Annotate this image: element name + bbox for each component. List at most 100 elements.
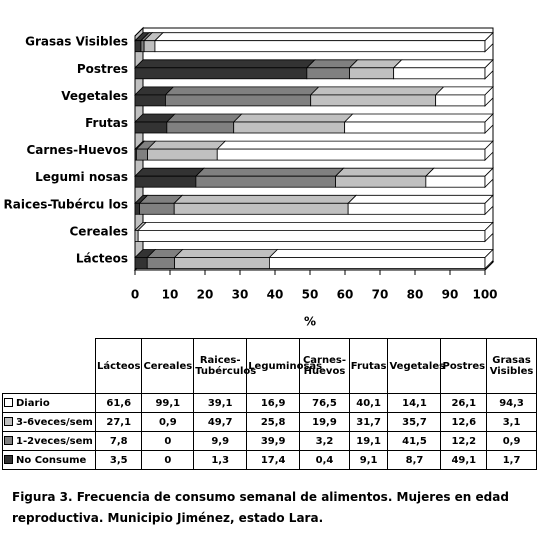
bar xyxy=(134,175,197,188)
bar xyxy=(310,94,437,107)
table-cell: 12,6 xyxy=(440,412,488,432)
bar xyxy=(425,175,486,188)
bar-end xyxy=(484,167,494,189)
bar xyxy=(143,40,156,53)
bar-top xyxy=(134,59,316,69)
table-cell: 19,1 xyxy=(348,431,389,451)
table-cell: Vegetales xyxy=(387,338,445,394)
bar xyxy=(137,229,486,242)
legend-key xyxy=(4,436,13,445)
table-cell: 0,9 xyxy=(486,431,537,451)
table-cell: 17,4 xyxy=(246,450,301,470)
table-cell: 99,1 xyxy=(141,393,195,413)
table-row: 3-6veces/sem 27,1 0,9 49,7 25,8 19,9 31,7 35,7 1… xyxy=(2,412,537,432)
bar xyxy=(268,257,486,269)
table-cell: 9,9 xyxy=(193,431,248,451)
bar xyxy=(435,94,486,107)
bar xyxy=(134,94,166,107)
bar-top xyxy=(334,167,435,177)
table-cell: 40,1 xyxy=(348,393,389,413)
table-cell: Grasas Visibles xyxy=(486,338,537,394)
bar xyxy=(335,175,427,188)
table-cell: 49,7 xyxy=(193,412,248,432)
bar-top xyxy=(134,167,205,177)
legend-label: Diario xyxy=(16,397,50,409)
x-tick-label: 40 xyxy=(267,288,284,302)
bar-top xyxy=(268,249,494,258)
y-tick-label: Postres xyxy=(77,62,128,76)
table-cell: 3-6veces/sem xyxy=(2,412,96,432)
bar xyxy=(154,40,486,53)
bar xyxy=(216,148,486,161)
x-tick-label: 30 xyxy=(232,288,249,302)
table-cell: 1-2veces/sem xyxy=(2,431,96,451)
bar xyxy=(344,121,486,134)
x-tick-label: 0 xyxy=(131,288,139,302)
bar-top xyxy=(137,221,494,231)
table-cell: 12,2 xyxy=(440,431,488,451)
bar xyxy=(306,67,350,80)
table-cell: 14,1 xyxy=(387,393,442,413)
bar-top xyxy=(216,140,494,150)
table-cell: Carnes-Huevos xyxy=(299,338,350,394)
bar xyxy=(233,121,346,134)
bar xyxy=(195,175,336,188)
y-tick-label: Carnes-Huevos xyxy=(26,143,128,157)
bar xyxy=(349,67,395,80)
table-cell: 16,9 xyxy=(246,393,301,413)
bar-top xyxy=(347,194,494,204)
table-cell: 39,9 xyxy=(246,431,301,451)
bar-top xyxy=(153,32,494,42)
y-tick-label: Legumi nosas xyxy=(35,170,128,184)
table-cell: 35,7 xyxy=(387,412,442,432)
x-tick-label: 70 xyxy=(372,288,389,302)
y-tick-label: Lácteos xyxy=(76,252,128,266)
bar xyxy=(134,257,148,269)
legend-key xyxy=(4,398,13,407)
table-cell: 0,9 xyxy=(141,412,195,432)
bar xyxy=(166,121,235,134)
bar xyxy=(134,229,139,242)
bar xyxy=(134,67,308,80)
bar-top xyxy=(348,59,403,69)
table-cell: 61,6 xyxy=(94,393,143,413)
x-tick-label: 20 xyxy=(197,288,214,302)
bar-top xyxy=(194,167,345,177)
table-cell: 3,2 xyxy=(299,431,350,451)
bar-top xyxy=(146,140,227,150)
x-axis-label: % xyxy=(304,315,316,329)
legend-label: No Consume xyxy=(16,454,87,466)
bar xyxy=(147,148,218,161)
bar xyxy=(134,202,140,215)
bar xyxy=(139,202,175,215)
bar-end xyxy=(484,248,494,270)
x-tick-label: 100 xyxy=(472,288,497,302)
y-tick-label: Cereales xyxy=(70,224,129,238)
table-cell: 9,1 xyxy=(348,450,389,470)
legend-key xyxy=(4,417,13,426)
table-cell xyxy=(2,338,96,394)
bar-end xyxy=(484,140,494,162)
table-row: Diario 61,6 99,1 39,1 16,9 76,5 40,1 14,1 26,1 94… xyxy=(2,393,537,413)
table-cell: No Consume xyxy=(2,450,96,470)
table-cell: Frutas xyxy=(348,338,389,394)
bar-top xyxy=(232,113,354,123)
bar-top xyxy=(305,59,359,69)
table-cell: 19,9 xyxy=(299,412,350,432)
bar xyxy=(134,121,168,134)
table-cell: 49,1 xyxy=(440,450,488,470)
x-tick-label: 60 xyxy=(337,288,354,302)
table-cell: 3,1 xyxy=(486,412,537,432)
table-header: Lácteos Cereales Raices-Tubérculos Legumino… xyxy=(2,338,537,394)
table-cell: 0 xyxy=(141,450,195,470)
bar-end xyxy=(484,194,494,216)
x-tick-label: 10 xyxy=(162,288,179,302)
y-tick-label: Frutas xyxy=(85,116,128,130)
y-tick-label: Grasas Visibles xyxy=(25,35,128,49)
x-tick-label: 80 xyxy=(407,288,424,302)
table-cell: 1,3 xyxy=(193,450,248,470)
table-cell: 26,1 xyxy=(440,393,488,413)
legend-label: 1-2veces/sem xyxy=(16,435,93,447)
legend-key xyxy=(4,455,13,464)
